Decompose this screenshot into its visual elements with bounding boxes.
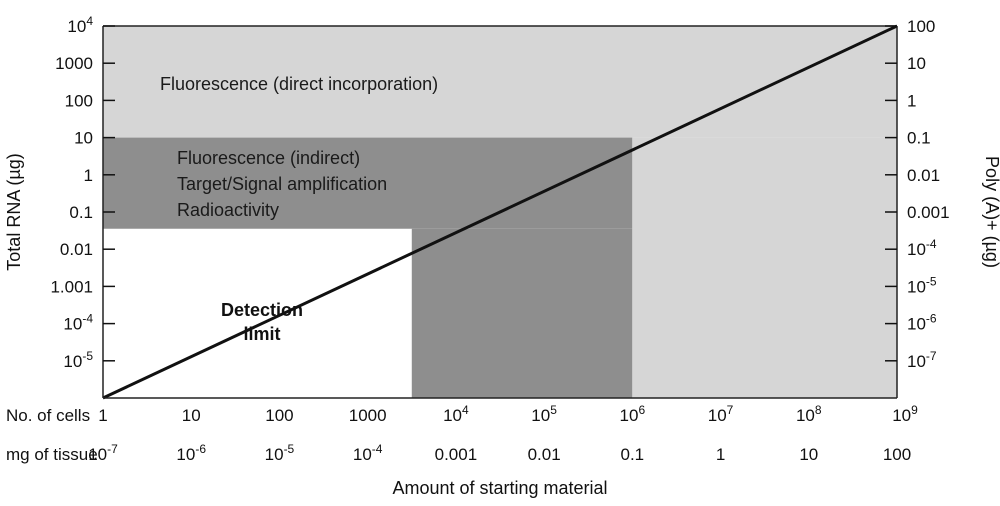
x-tick-label: 104 (443, 403, 469, 425)
region-labels: Fluorescence (direct incorporation) Fluor… (160, 74, 438, 344)
right-tick-label: 100 (907, 17, 935, 36)
left-tick-label: 10-5 (63, 349, 93, 371)
x-tick-label: 105 (531, 403, 557, 425)
x-tick-label: 1 (98, 406, 107, 425)
x-tick-label: 0.1 (621, 445, 645, 464)
x-tick-label: 10-4 (353, 442, 383, 464)
x-axis-title: Amount of starting material (392, 478, 607, 498)
x-row-name: No. of cells (6, 406, 90, 425)
x-tick-label: 100 (883, 445, 911, 464)
right-tick-label: 0.1 (907, 129, 931, 148)
region-above-detection-light (632, 137, 897, 398)
x-tick-label: 0.001 (435, 445, 478, 464)
label-detection-limit: limit (243, 324, 280, 344)
x-tick-label: 107 (708, 403, 734, 425)
x-tick-label: 10-5 (265, 442, 295, 464)
x-tick-label: 109 (892, 403, 918, 425)
left-tick-label: 0.1 (69, 203, 93, 222)
regions-layer (103, 26, 897, 398)
x-tick-label: 10 (799, 445, 818, 464)
left-axis: 104 1000 100 10 1 0.1 0.01 1.001 10-4 10-5 (50, 14, 115, 371)
x-tick-label: 108 (796, 403, 822, 425)
x-tick-label: 10-7 (88, 442, 118, 464)
detection-line-layer (102, 24, 898, 400)
left-tick-label: 1 (84, 166, 93, 185)
x-tick-label: 1 (716, 445, 725, 464)
left-tick-label: 1.001 (50, 277, 93, 296)
x-row-name: mg of tissue (6, 445, 98, 464)
label-direct-incorporation: Fluorescence (direct incorporation) (160, 74, 438, 94)
x-tick-label: 10-6 (176, 442, 206, 464)
left-tick-label: 104 (67, 14, 93, 36)
label-detection-limit: Detection (221, 300, 303, 320)
right-tick-label: 10-5 (907, 274, 937, 296)
label-indirect-method: Radioactivity (177, 200, 279, 220)
right-tick-label: 10 (907, 54, 926, 73)
right-tick-label: 10-6 (907, 312, 937, 334)
right-tick-label: 1 (907, 91, 916, 110)
x-axis-rows: No. of cells 1 10 100 1000 104 105 106 107 108 109… (6, 403, 918, 464)
left-tick-label: 10 (74, 129, 93, 148)
right-tick-label: 0.01 (907, 166, 940, 185)
right-tick-label: 10-7 (907, 349, 937, 371)
x-tick-label: 10 (182, 406, 201, 425)
x-tick-label: 1000 (349, 406, 387, 425)
x-tick-label: 106 (620, 403, 646, 425)
region-indirect-amplification (103, 137, 633, 229)
right-tick-label: 10-4 (907, 237, 937, 259)
right-tick-label: 0.001 (907, 203, 950, 222)
region-direct-incorporation (103, 26, 897, 138)
x-tick-label: 100 (265, 406, 293, 425)
region-indirect-amplification-cells (411, 228, 633, 398)
detection-limit-line (102, 24, 898, 400)
label-indirect-method: Fluorescence (indirect) (177, 148, 360, 168)
label-indirect-method: Target/Signal amplification (177, 174, 387, 194)
left-tick-label: 0.01 (60, 240, 93, 259)
right-axis: 100 10 1 0.1 0.01 0.001 10-4 10-5 10-6 10-7 (885, 17, 950, 371)
left-tick-label: 100 (65, 91, 93, 110)
x-tick-label: 0.01 (528, 445, 561, 464)
left-tick-label: 1000 (55, 54, 93, 73)
y-axis-left-title: Total RNA (µg) (4, 153, 24, 270)
left-tick-label: 10-4 (63, 312, 93, 334)
y-axis-right-title: Poly (A)+ (µg) (982, 156, 1000, 268)
